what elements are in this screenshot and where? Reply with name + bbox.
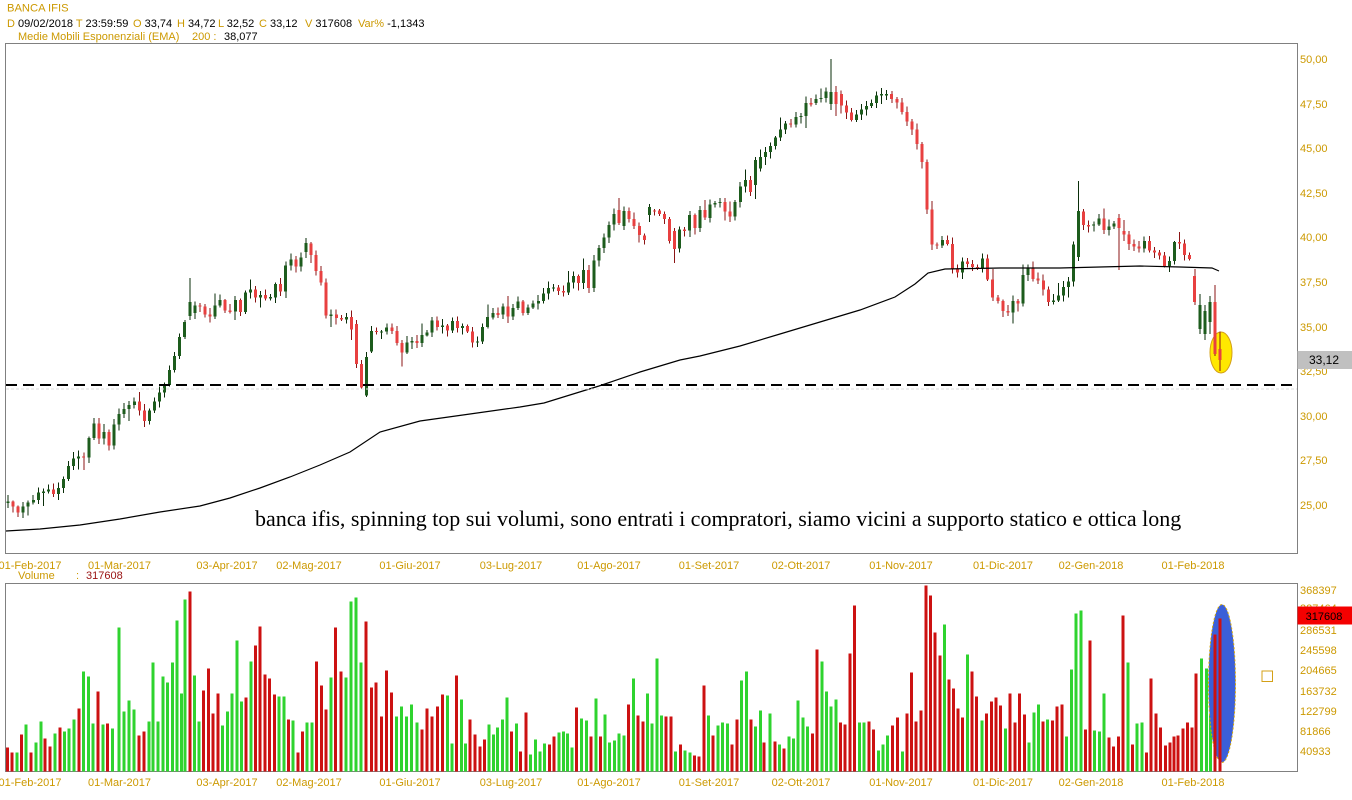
- svg-text:03-Lug-2017: 03-Lug-2017: [480, 777, 542, 789]
- svg-text:O 33,74: O 33,74: [133, 18, 172, 30]
- svg-text:245598: 245598: [1300, 645, 1337, 657]
- svg-text:368397: 368397: [1300, 585, 1337, 597]
- svg-text:02-Gen-2018: 02-Gen-2018: [1059, 560, 1124, 572]
- svg-text:03-Lug-2017: 03-Lug-2017: [480, 560, 542, 572]
- svg-text:01-Mar-2017: 01-Mar-2017: [88, 560, 151, 572]
- svg-text:40,00: 40,00: [1300, 232, 1328, 244]
- svg-text:01-Nov-2017: 01-Nov-2017: [869, 560, 933, 572]
- svg-text:204665: 204665: [1300, 665, 1337, 677]
- svg-text:02-Ott-2017: 02-Ott-2017: [772, 560, 831, 572]
- svg-text:163732: 163732: [1300, 686, 1337, 698]
- svg-text:33,12: 33,12: [1309, 353, 1339, 367]
- svg-text:V 317608: V 317608: [305, 18, 352, 30]
- svg-text:01-Dic-2017: 01-Dic-2017: [973, 777, 1033, 789]
- svg-text:45,00: 45,00: [1300, 143, 1328, 155]
- svg-text:317608: 317608: [86, 570, 123, 582]
- svg-text:L 32,52: L 32,52: [218, 18, 254, 30]
- svg-text:01-Set-2017: 01-Set-2017: [679, 560, 740, 572]
- svg-text:01-Ago-2017: 01-Ago-2017: [577, 777, 641, 789]
- svg-text:38,077: 38,077: [224, 31, 258, 43]
- svg-text:BANCA IFIS: BANCA IFIS: [7, 3, 69, 15]
- svg-text:02-Mag-2017: 02-Mag-2017: [276, 560, 341, 572]
- svg-text:27,50: 27,50: [1300, 455, 1328, 467]
- svg-text:C 33,12: C 33,12: [259, 18, 298, 30]
- svg-text:317608: 317608: [1306, 611, 1343, 623]
- svg-text:122799: 122799: [1300, 706, 1337, 718]
- svg-text:01-Giu-2017: 01-Giu-2017: [379, 777, 440, 789]
- svg-text:81866: 81866: [1300, 726, 1331, 738]
- svg-text:H 34,72: H 34,72: [177, 18, 216, 30]
- svg-text:40933: 40933: [1300, 746, 1331, 758]
- svg-text:42,50: 42,50: [1300, 188, 1328, 200]
- svg-text:37,50: 37,50: [1300, 277, 1328, 289]
- svg-text:banca ifis, spinning top sui v: banca ifis, spinning top sui volumi, son…: [255, 506, 1181, 531]
- svg-text:D 09/02/2018 T 23:59:59: D 09/02/2018 T 23:59:59: [7, 18, 128, 30]
- svg-text:Volume: Volume: [18, 570, 55, 582]
- svg-text:01-Feb-2018: 01-Feb-2018: [1162, 777, 1225, 789]
- svg-text:01-Set-2017: 01-Set-2017: [679, 777, 740, 789]
- svg-text:01-Giu-2017: 01-Giu-2017: [379, 560, 440, 572]
- svg-text:01-Ago-2017: 01-Ago-2017: [577, 560, 641, 572]
- svg-text:25,00: 25,00: [1300, 500, 1328, 512]
- svg-text:01-Dic-2017: 01-Dic-2017: [973, 560, 1033, 572]
- svg-text:01-Feb-2018: 01-Feb-2018: [1162, 560, 1225, 572]
- svg-text:01-Nov-2017: 01-Nov-2017: [869, 777, 933, 789]
- svg-text:02-Gen-2018: 02-Gen-2018: [1059, 777, 1124, 789]
- svg-text:03-Apr-2017: 03-Apr-2017: [196, 777, 257, 789]
- svg-text:50,00: 50,00: [1300, 54, 1328, 66]
- svg-text:Medie Mobili Esponenziali (EMA: Medie Mobili Esponenziali (EMA): [18, 31, 179, 43]
- svg-text:30,00: 30,00: [1300, 411, 1328, 423]
- svg-text:286531: 286531: [1300, 625, 1337, 637]
- svg-text::: :: [76, 570, 79, 582]
- svg-text:01-Feb-2017: 01-Feb-2017: [0, 560, 62, 572]
- svg-text:35,00: 35,00: [1300, 322, 1328, 334]
- svg-text:02-Mag-2017: 02-Mag-2017: [276, 777, 341, 789]
- svg-text:47,50: 47,50: [1300, 99, 1328, 111]
- svg-text:200 :: 200 :: [192, 31, 216, 43]
- svg-text:01-Mar-2017: 01-Mar-2017: [88, 777, 151, 789]
- svg-text:01-Feb-2017: 01-Feb-2017: [0, 777, 62, 789]
- svg-text:02-Ott-2017: 02-Ott-2017: [772, 777, 831, 789]
- svg-text:03-Apr-2017: 03-Apr-2017: [196, 560, 257, 572]
- svg-text:Var% -1,1343: Var% -1,1343: [358, 18, 424, 30]
